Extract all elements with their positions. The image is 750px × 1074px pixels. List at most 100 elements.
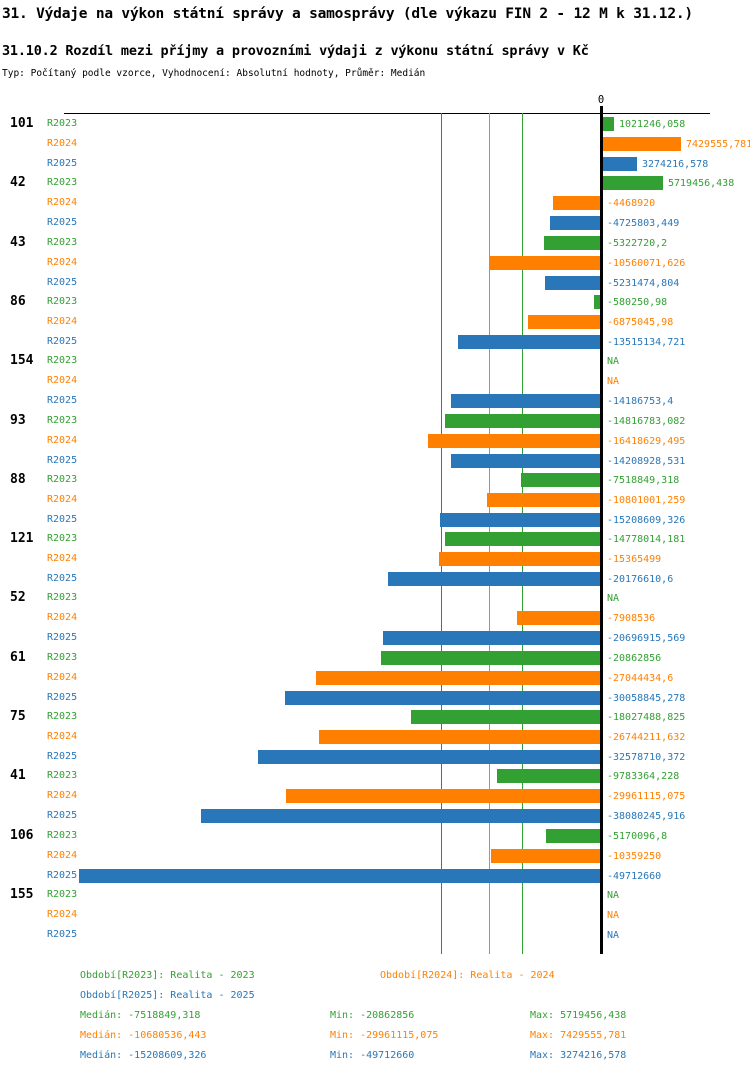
category-label: 61: [10, 650, 26, 665]
stat-min-r2025: Min: -49712660: [330, 1050, 415, 1061]
bar-r2024: [319, 730, 600, 744]
series-label: R2023: [47, 652, 78, 663]
bar-r2023: [603, 176, 663, 190]
bar-value-label: -29961115,075: [607, 791, 686, 802]
stat-max-r2023: Max: 5719456,438: [530, 1010, 627, 1021]
series-label: R2025: [47, 158, 78, 169]
stat-median-r2024: Medián: -10680536,443: [80, 1030, 207, 1041]
bar-value-label: NA: [607, 930, 620, 941]
series-label: R2024: [47, 612, 78, 623]
bar-r2023: [521, 473, 600, 487]
bar-value-label: -5322720,2: [607, 238, 668, 249]
bar-value-label: -7518849,318: [607, 475, 680, 486]
category-label: 86: [10, 294, 26, 309]
bar-r2025: [603, 157, 637, 171]
series-label: R2024: [47, 494, 78, 505]
bar-r2025: [285, 691, 600, 705]
bar-value-label: -18027488,825: [607, 712, 686, 723]
bar-value-label: -30058845,278: [607, 693, 686, 704]
bar-r2024: [528, 315, 600, 329]
bar-r2025: [201, 809, 600, 823]
bar-value-label: NA: [607, 376, 620, 387]
bar-value-label: 5719456,438: [668, 178, 735, 189]
series-label: R2024: [47, 375, 78, 386]
bar-r2024: [517, 611, 600, 625]
bar-r2025: [545, 276, 600, 290]
series-label: R2025: [47, 336, 78, 347]
series-label: R2025: [47, 870, 78, 881]
bar-r2024: [439, 552, 600, 566]
series-label: R2025: [47, 810, 78, 821]
axis-zero-label: 0: [597, 94, 605, 106]
series-label: R2023: [47, 889, 78, 900]
series-label: R2023: [47, 592, 78, 603]
bar-r2023: [594, 295, 600, 309]
bar-r2023: [546, 829, 600, 843]
bar-r2025: [550, 216, 600, 230]
series-label: R2023: [47, 118, 78, 129]
bar-value-label: -10359250: [607, 851, 662, 862]
series-label: R2025: [47, 514, 78, 525]
bar-value-label: -15365499: [607, 554, 662, 565]
stat-max-r2025: Max: 3274216,578: [530, 1050, 627, 1061]
bar-value-label: -20176610,6: [607, 574, 674, 585]
bar-r2024: [428, 434, 600, 448]
bar-r2025: [258, 750, 600, 764]
bar-r2023: [381, 651, 600, 665]
chart-meta-line: Typ: Počítaný podle vzorce, Vyhodnocení:…: [2, 68, 426, 79]
series-label: R2023: [47, 533, 78, 544]
bar-r2024: [286, 789, 600, 803]
bar-r2023: [445, 414, 600, 428]
series-label: R2025: [47, 217, 78, 228]
series-label: R2024: [47, 257, 78, 268]
bar-value-label: NA: [607, 910, 620, 921]
bar-r2024: [316, 671, 600, 685]
series-label: R2023: [47, 415, 78, 426]
series-label: R2024: [47, 790, 78, 801]
series-label: R2025: [47, 277, 78, 288]
series-label: R2023: [47, 237, 78, 248]
bar-value-label: -10560071,626: [607, 258, 686, 269]
bar-value-label: -32578710,372: [607, 752, 686, 763]
bar-value-label: -10801001,259: [607, 495, 686, 506]
bar-value-label: NA: [607, 593, 620, 604]
bar-r2024: [603, 137, 681, 151]
bar-value-label: -5170096,8: [607, 831, 668, 842]
bar-r2024: [553, 196, 600, 210]
series-label: R2025: [47, 929, 78, 940]
bar-value-label: -27044434,6: [607, 673, 674, 684]
series-label: R2025: [47, 751, 78, 762]
median-guide-line-r2025: [441, 113, 442, 954]
bar-value-label: -14816783,082: [607, 416, 686, 427]
bar-value-label: -14186753,4: [607, 396, 674, 407]
bar-r2025: [388, 572, 600, 586]
bar-value-label: NA: [607, 356, 620, 367]
bar-r2023: [544, 236, 600, 250]
series-label: R2023: [47, 474, 78, 485]
series-label: R2023: [47, 296, 78, 307]
page-title: 31. Výdaje na výkon státní správy a samo…: [2, 6, 693, 22]
category-label: 43: [10, 235, 26, 250]
stat-median-r2025: Medián: -15208609,326: [80, 1050, 207, 1061]
category-label: 88: [10, 472, 26, 487]
bar-r2024: [491, 849, 600, 863]
bar-value-label: -580250,98: [607, 297, 668, 308]
bar-value-label: -14208928,531: [607, 456, 686, 467]
stat-median-r2023: Medián: -7518849,318: [80, 1010, 201, 1021]
bar-r2025: [383, 631, 600, 645]
stat-min-r2024: Min: -29961115,075: [330, 1030, 439, 1041]
bar-value-label: 3274216,578: [642, 159, 709, 170]
bar-value-label: -38080245,916: [607, 811, 686, 822]
category-label: 106: [10, 828, 34, 843]
legend-item-r2023: Období[R2023]: Realita - 2023: [80, 970, 255, 981]
series-label: R2023: [47, 177, 78, 188]
category-label: 75: [10, 709, 26, 724]
series-label: R2023: [47, 830, 78, 841]
series-label: R2025: [47, 692, 78, 703]
bar-value-label: -4468920: [607, 198, 656, 209]
legend-item-r2025: Období[R2025]: Realita - 2025: [80, 990, 255, 1001]
series-label: R2025: [47, 455, 78, 466]
series-label: R2023: [47, 355, 78, 366]
bar-value-label: -16418629,495: [607, 436, 686, 447]
